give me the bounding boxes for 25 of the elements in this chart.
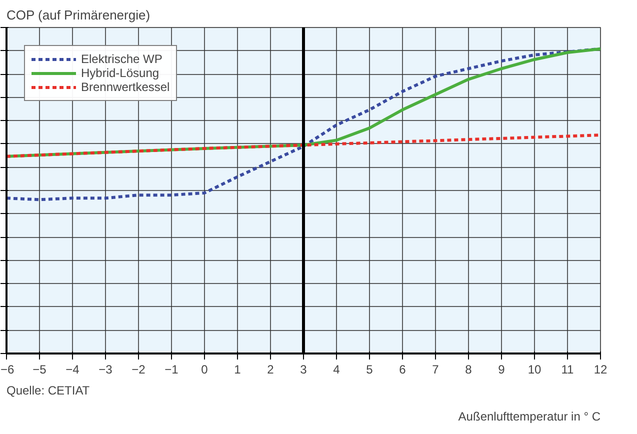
x-tick-label: 3 — [300, 362, 308, 376]
x-tick-label: 9 — [498, 362, 506, 376]
x-tick-label: 2 — [267, 362, 274, 376]
x-tick-label: −3 — [98, 362, 113, 376]
x-tick-label: 12 — [594, 362, 608, 376]
x-tick-label: −5 — [32, 362, 47, 376]
x-tick-label: −6 — [0, 362, 15, 376]
x-tick-label: 6 — [399, 362, 406, 376]
source-note: Quelle: CETIAT — [6, 384, 90, 398]
x-tick-label: 1 — [234, 362, 242, 376]
x-tick-label: 8 — [465, 362, 472, 376]
x-tick-label: 11 — [561, 362, 574, 376]
x-axis-title: Außenlufttemperatur in ° C — [458, 410, 601, 424]
x-tick-label: −4 — [66, 362, 80, 376]
x-tick-label: 5 — [366, 362, 374, 376]
x-tick-label: −1 — [164, 362, 179, 376]
x-tick-label: −2 — [132, 362, 146, 376]
x-tick-label: 0 — [201, 362, 208, 376]
y-axis-title: COP (auf Primärenergie) — [6, 8, 150, 22]
x-tick-label: 7 — [432, 362, 440, 376]
legend-label: Elektrische WP — [81, 52, 162, 66]
x-tick-label: 10 — [528, 362, 542, 376]
x-tick-label: 4 — [333, 362, 340, 376]
legend-label: Brennwertkessel — [81, 80, 170, 94]
legend-label: Hybrid-Lösung — [81, 66, 160, 80]
